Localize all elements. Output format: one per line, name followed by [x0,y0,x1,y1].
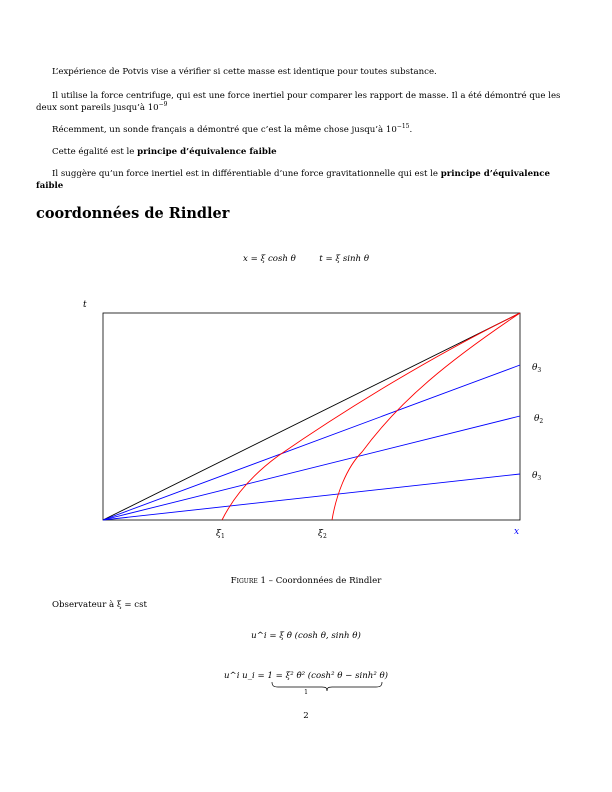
ray-theta3-bottom [102,473,521,521]
label-xi1: ξ1 [216,529,225,540]
page-number: 2 [303,711,309,721]
label-theta3-bottom: θ3 [532,471,541,482]
equation-text: u^i = ξ θ̇ (cosh θ, sinh θ) [251,631,361,641]
equation-normalization: u^i u_i = 1 = ξ² θ̇² (cosh² θ − sinh² θ) [0,671,612,681]
axis-label-x: x [514,527,519,537]
paragraph-text: Cette égalité est le [52,147,138,157]
label-xi2: ξ2 [318,529,327,540]
underbrace-label: 1 [304,689,308,696]
light-cone-line [102,312,521,521]
section-title: coordonnées de Rindler [36,205,230,222]
paragraph-egalite: Cette égalité est le principe d’équivale… [36,146,576,158]
ray-theta3-top [102,364,521,521]
exponent: −15 [396,123,410,131]
ray-theta2 [102,415,521,521]
paragraph-observateur: Observateur à ξ = cst [36,599,576,611]
hyperbola-xi2 [331,312,521,521]
paragraph-text: . [409,125,413,135]
caption-text: Coordonnées de Rindler [275,576,382,586]
caption-separator: – [265,576,276,586]
hyperbola-xi1 [221,312,521,521]
caption-label: Figure 1 [230,576,266,586]
equation-four-velocity: u^i = ξ θ̇ (cosh θ, sinh θ) [0,631,612,641]
paragraph-text: Il suggère qu’un force inertiel est in d… [52,169,441,179]
paragraph-text: Récemment, un sonde français a démontré … [52,125,397,135]
paragraph-text: Observateur à ξ = cst [52,600,147,610]
equation-rindler-coordinates: x = ξ cosh θ t = ξ sinh θ [0,254,612,264]
exponent: −9 [158,101,168,109]
paragraph-suggere: Il suggère qu’un force inertiel est in d… [36,168,576,192]
equation-t: t = ξ sinh θ [319,254,369,264]
underbrace [271,681,383,692]
paragraph-sonde: Récemment, un sonde français a démontré … [36,124,576,136]
paragraph-potvis: L’expérience de Potvis vise a vérifier s… [36,66,576,78]
axis-label-t: t [83,300,87,310]
bold-term: principe d’équivalence faible [36,169,550,191]
paragraph-text: L’expérience de Potvis vise a vérifier s… [52,67,437,77]
equation-x: x = ξ cosh θ [242,254,296,264]
paragraph-centrifuge: Il utilise la force centrifuge, qui est … [36,90,576,114]
label-theta2: θ2 [534,414,543,425]
bold-term: principe d’équivalence faible [137,147,277,157]
figure-caption: Figure 1 – Coordonnées de Rindler [0,576,612,586]
paragraph-text: Il utilise la force centrifuge, qui est … [36,91,561,113]
figure-frame [102,312,521,521]
equation-text: u^i u_i = 1 = ξ² θ̇² (cosh² θ − sinh² θ) [223,671,389,681]
label-theta3-top: θ3 [532,363,541,374]
